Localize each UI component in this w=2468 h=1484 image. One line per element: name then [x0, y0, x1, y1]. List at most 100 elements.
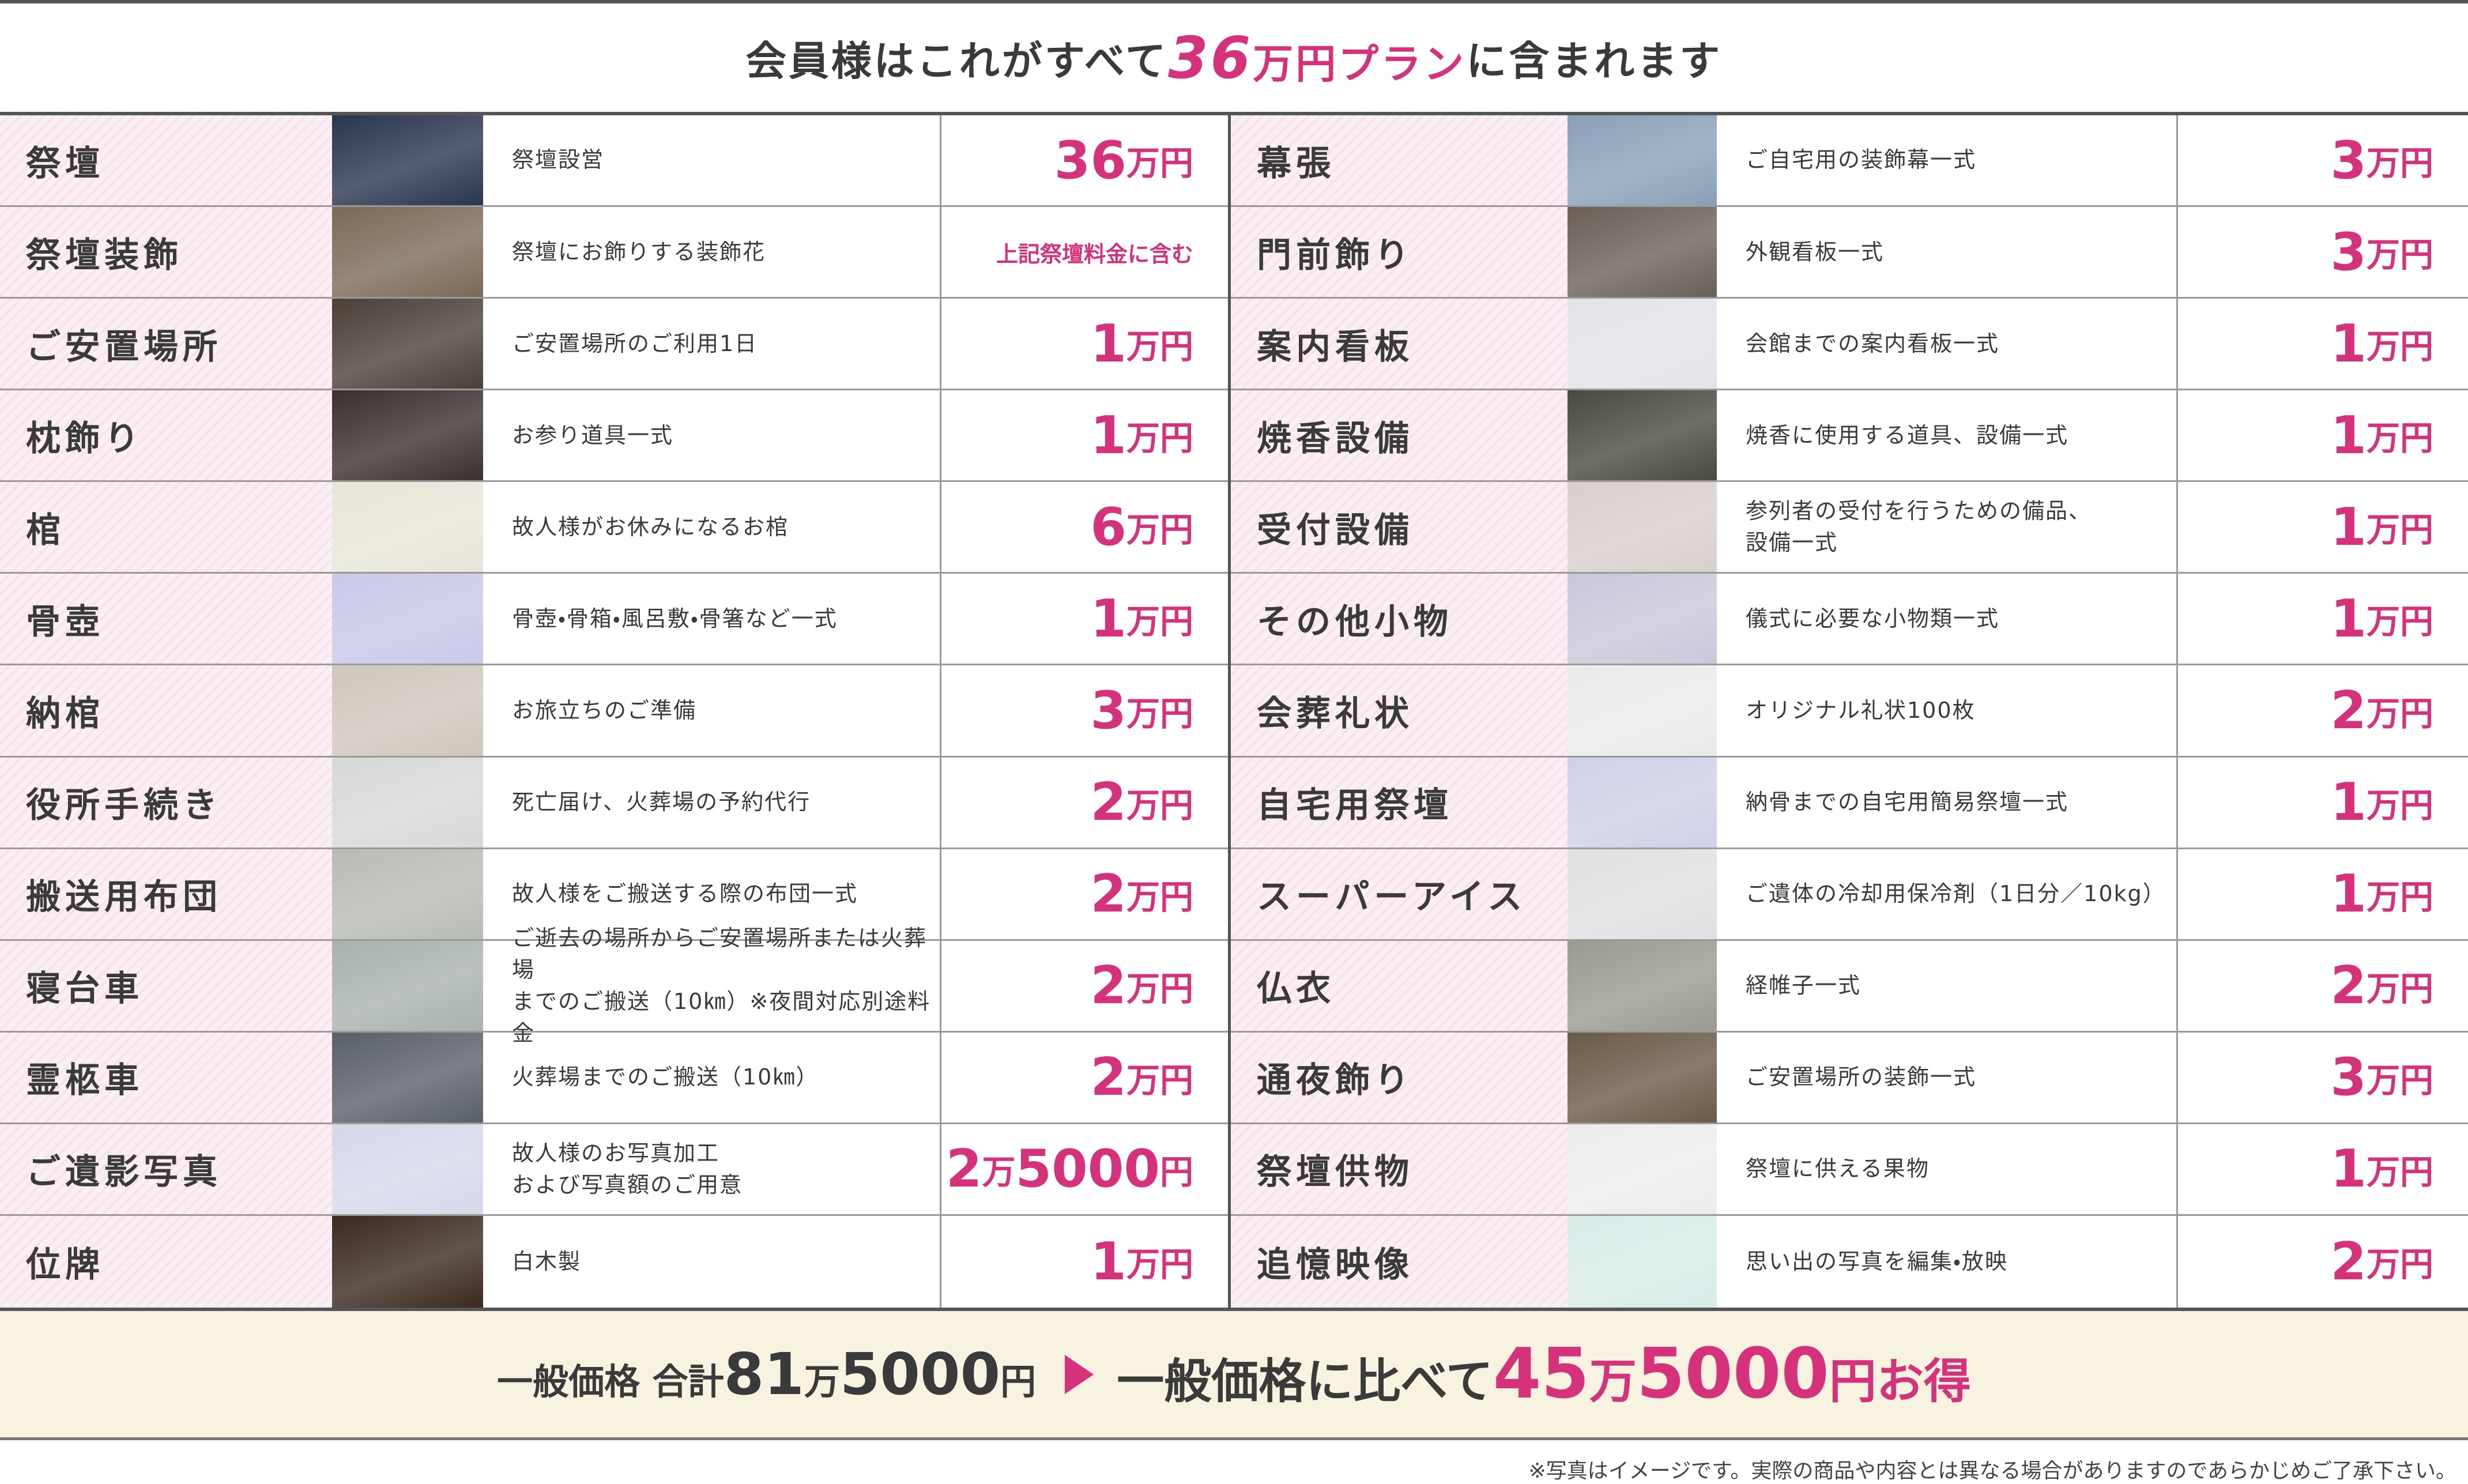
table-row: その他小物 儀式に必要な小物類一式 1 万円: [1231, 574, 2468, 666]
saving: 一般価格に比べて45万5000円お得: [1117, 1334, 1971, 1414]
item-name: 祭壇装飾: [0, 207, 332, 297]
digits: 1: [1090, 405, 1126, 466]
digits: 6: [1090, 496, 1126, 558]
item-name: 搬送用布団: [0, 849, 332, 939]
digits: 3: [2330, 1047, 2367, 1108]
item-photo: [1568, 574, 1717, 664]
digits: 1: [2330, 772, 2367, 833]
table-row: 追憶映像 思い出の写真を編集・放映 2 万円: [1231, 1215, 2468, 1308]
item-description: ご自宅用の装飾幕一式: [1717, 115, 2178, 206]
item-name: 役所手続き: [0, 757, 332, 848]
digits: 1: [2330, 1139, 2367, 1200]
item-price: 1 万円: [1090, 1231, 1193, 1292]
item-name: 棺: [0, 482, 332, 572]
item-photo: [332, 115, 483, 206]
table-left: 祭壇 祭壇設営 36 万円 祭壇装飾 祭壇にお飾りする装飾花 上記祭壇料金に含む ご安置場所ご…: [0, 115, 1228, 1308]
item-price: 1 万円: [1090, 405, 1193, 466]
saving-amount: 45万5000円お得: [1493, 1334, 1971, 1414]
table-row: スーパーアイス ご遺体の冷却用保冷剤（1日分／10kg） 1 万円: [1231, 849, 2468, 941]
item-description: お参り道具一式: [483, 390, 941, 481]
saving-prefix: 一般価格に比べて: [1117, 1354, 1493, 1409]
table-row: 会葬礼状 オリジナル礼状100枚 2 万円: [1231, 665, 2468, 758]
digits: 2: [1090, 1047, 1126, 1108]
digits: 3: [2330, 221, 2367, 283]
digits: 2: [2330, 1231, 2367, 1292]
item-price: 3 万円: [1090, 680, 1193, 741]
item-photo: [332, 940, 483, 1031]
table-row: 骨壺 骨壺・骨箱・風呂敷・骨箸など一式 1 万円: [0, 574, 1228, 666]
digits: 2: [1090, 772, 1126, 833]
item-description: 思い出の写真を編集・放映: [1717, 1215, 2178, 1308]
item-name: 焼香設備: [1231, 390, 1568, 481]
table-right: 幕張 ご自宅用の装飾幕一式 3 万円 門前飾り 外観看板一式 3 万円 案内看板 会館までの案内看…: [1231, 115, 2468, 1308]
digits: 5000: [839, 1340, 1001, 1408]
digits: 45: [1493, 1334, 1589, 1414]
item-name: 仏衣: [1231, 940, 1568, 1031]
item-price: 1 万円: [1090, 313, 1193, 374]
item-price: 2 万円: [2330, 680, 2433, 741]
item-name: 追憶映像: [1231, 1215, 1568, 1308]
table-row: 自宅用祭壇 納骨までの自宅用簡易祭壇一式 1 万円: [1231, 757, 2468, 849]
title-highlight: 36万円プラン: [1168, 24, 1467, 92]
table-row: ご遺影写真 故人様のお写真加工 および写真額のご用意 2 万 5000 円: [0, 1124, 1228, 1216]
item-price: 1 万円: [2330, 1139, 2433, 1200]
item-name: 骨壺: [0, 574, 332, 664]
item-description: ご遺体の冷却用保冷剤（1日分／10kg）: [1717, 849, 2178, 939]
digits: 2: [1090, 864, 1126, 925]
item-photo: [332, 482, 483, 572]
item-price: 2 万円: [1090, 955, 1193, 1016]
item-description: ご逝去の場所からご安置場所または火葬場 までのご搬送（10㎞）※夜間対応別途料金: [483, 925, 941, 1046]
digits: 1: [2330, 864, 2367, 925]
digits: 1: [1090, 1231, 1126, 1292]
item-name: 位牌: [0, 1215, 332, 1308]
item-photo: [332, 757, 483, 848]
item-photo: [1568, 849, 1717, 939]
digits: 1: [1090, 588, 1126, 649]
note: ※写真はイメージです。実際の商品や内容とは異なる場合がありますのであらかじめご了…: [1528, 1459, 2456, 1483]
table-row: 搬送用布団 故人様をご搬送する際の布団一式 2 万円: [0, 849, 1228, 941]
item-photo: [1568, 665, 1717, 756]
item-price: 3 万円: [2330, 130, 2433, 191]
total-price: 一般価格 合計81万5000円: [497, 1340, 1037, 1408]
item-name: 自宅用祭壇: [1231, 757, 1568, 848]
table-row: 通夜飾り ご安置場所の装飾一式 3 万円: [1231, 1032, 2468, 1124]
digits: 2: [2330, 680, 2367, 741]
table-row: 位牌 白木製 1 万円: [0, 1215, 1228, 1308]
digits: 36: [1168, 24, 1253, 92]
item-price: 2 万円: [1090, 1047, 1193, 1108]
item-photo: [332, 1124, 483, 1214]
item-photo: [1568, 390, 1717, 481]
item-name: 祭壇供物: [1231, 1124, 1568, 1214]
item-price: 1 万円: [2330, 496, 2433, 558]
item-photo: [332, 299, 483, 389]
item-description: 死亡届け、火葬場の予約代行: [483, 757, 941, 848]
item-photo: [332, 1215, 483, 1308]
digits: 2: [2330, 955, 2367, 1016]
item-price: 2 万円: [2330, 955, 2433, 1016]
item-description: 故人様がお休みになるお棺: [483, 482, 941, 572]
item-name: 通夜飾り: [1231, 1032, 1568, 1123]
digits: 1: [1090, 313, 1126, 374]
table-row: ご安置場所 ご安置場所のご利用1日 1 万円: [0, 299, 1228, 391]
item-price: 2 万 5000 円: [945, 1139, 1193, 1200]
item-description: 祭壇にお飾りする装飾花: [483, 207, 941, 297]
item-price: 1 万円: [2330, 864, 2433, 925]
digits: 2: [1090, 955, 1126, 1016]
table-row: 幕張 ご自宅用の装飾幕一式 3 万円: [1231, 115, 2468, 208]
item-photo: [1568, 1032, 1717, 1123]
table-row: 寝台車 ご逝去の場所からご安置場所または火葬場 までのご搬送（10㎞）※夜間対応別…: [0, 925, 1228, 1046]
table-row: 役所手続き 死亡届け、火葬場の予約代行 2 万円: [0, 757, 1228, 849]
item-price: 2 万円: [2330, 1231, 2433, 1292]
item-photo: [1568, 757, 1717, 848]
item-description: 白木製: [483, 1215, 941, 1308]
title: 会員様はこれがすべて 36万円プラン に含まれます: [0, 3, 2468, 112]
digits: 3: [2330, 130, 2367, 191]
table-row: 祭壇供物 祭壇に供える果物 1 万円: [1231, 1124, 2468, 1216]
top-rule: [0, 0, 2468, 3]
item-description: ご安置場所のご利用1日: [483, 299, 941, 389]
item-name: 門前飾り: [1231, 207, 1568, 297]
table-row: 受付設備 参列者の受付を行うための備品、 設備一式 1 万円: [1231, 482, 2468, 574]
item-name: その他小物: [1231, 574, 1568, 664]
item-photo: [332, 665, 483, 756]
